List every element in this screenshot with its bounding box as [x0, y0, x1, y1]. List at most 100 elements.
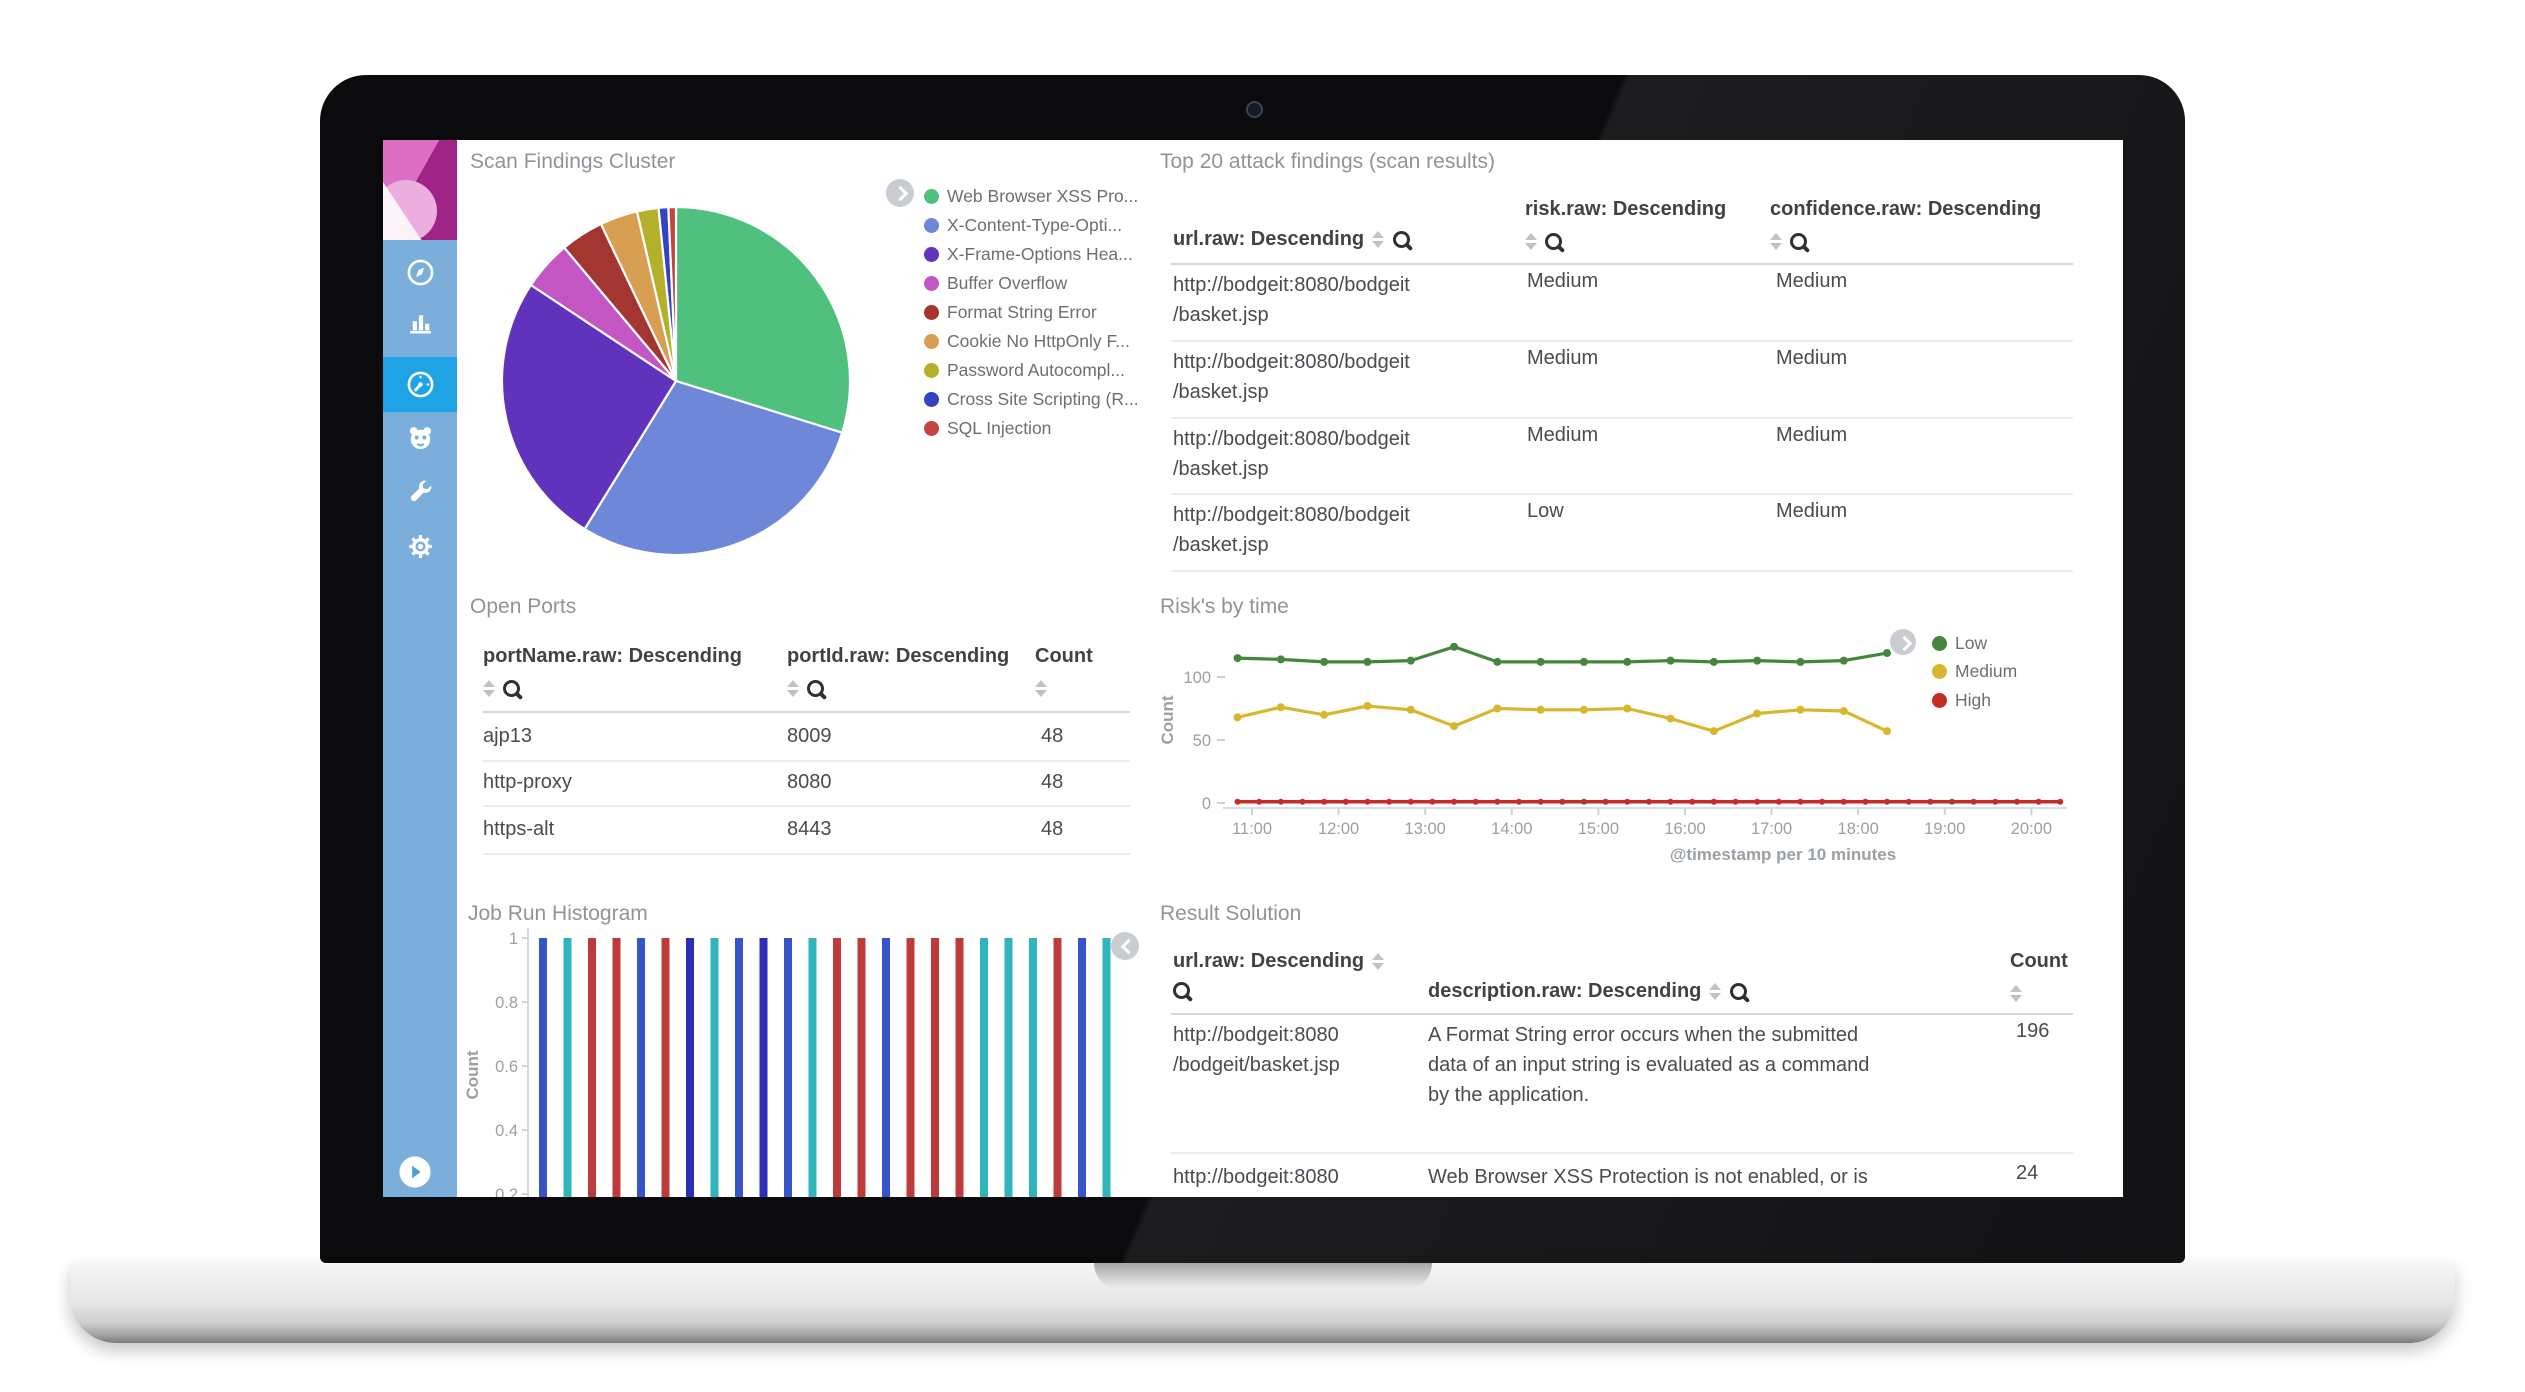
- column-header-portname: portName.raw: Descending: [483, 645, 742, 667]
- table-row: http://bodgeit:8080/bodgeit/basket.jsp: [1173, 1024, 1340, 1076]
- legend-swatch: [924, 334, 939, 349]
- svg-text:50: 50: [1193, 732, 1211, 750]
- sort-icon[interactable]: [2010, 985, 2023, 1002]
- sort-icon[interactable]: [1709, 983, 1722, 1000]
- svg-text:0.2: 0.2: [495, 1186, 518, 1197]
- search-icon[interactable]: [1790, 233, 1807, 250]
- job-run-histogram-chart[interactable]: 1 0.8 0.6 0.4 0.2: [473, 900, 1153, 1197]
- legend-swatch: [924, 421, 939, 436]
- sidebar-item-discover[interactable]: [383, 247, 457, 297]
- y-axis-label: Count: [1158, 695, 1177, 745]
- cell-confidence: Medium: [1776, 270, 1848, 292]
- panel-title-job-run: Job Run Histogram: [468, 902, 648, 925]
- legend-collapse-button[interactable]: [1890, 629, 1916, 655]
- legend-item[interactable]: Password Autocompl...: [924, 356, 1139, 385]
- cell-confidence: Medium: [1776, 500, 1848, 522]
- scan-findings-pie-chart[interactable]: [491, 196, 861, 566]
- cell-description: Web Browser XSS Protection is not enable…: [1428, 1166, 1868, 1188]
- panel-collapse-button[interactable]: [1111, 932, 1139, 960]
- svg-text:19:00: 19:00: [1924, 820, 1965, 838]
- svg-text:13:00: 13:00: [1405, 820, 1446, 838]
- svg-text:0.6: 0.6: [495, 1058, 518, 1076]
- sidebar-collapse-button[interactable]: [398, 1155, 432, 1189]
- search-icon[interactable]: [1545, 233, 1562, 250]
- svg-text:0: 0: [1202, 795, 1211, 813]
- sidebar-item-dashboard[interactable]: [383, 357, 457, 412]
- panel-title-risks-by-time: Risk's by time: [1160, 595, 1289, 618]
- legend-item[interactable]: X-Content-Type-Opti...: [924, 211, 1139, 240]
- cell-count: 48: [1041, 818, 1064, 840]
- sort-icon[interactable]: [1372, 231, 1385, 248]
- sort-icon[interactable]: [1525, 233, 1538, 250]
- legend-item[interactable]: Medium: [1932, 658, 2017, 687]
- cell-count: 24: [2016, 1162, 2039, 1184]
- table-row: http-proxy: [483, 771, 572, 793]
- cell-risk: Medium: [1527, 347, 1599, 369]
- sort-icon[interactable]: [1035, 680, 1048, 697]
- cell-portid: 8080: [787, 771, 832, 793]
- legend-swatch: [924, 189, 939, 204]
- legend-swatch: [924, 305, 939, 320]
- svg-text:11:00: 11:00: [1232, 820, 1272, 838]
- legend-swatch: [1932, 664, 1947, 680]
- sidebar-item-visualize[interactable]: [383, 297, 457, 347]
- legend-swatch: [924, 247, 939, 262]
- svg-text:1: 1: [509, 930, 518, 948]
- sort-icon[interactable]: [787, 680, 800, 697]
- search-icon[interactable]: [807, 680, 824, 697]
- sort-icon[interactable]: [1770, 233, 1783, 250]
- panel-title-scan-findings: Scan Findings Cluster: [470, 150, 676, 173]
- svg-text:12:00: 12:00: [1318, 820, 1359, 838]
- column-header-description: description.raw: Descending: [1428, 980, 1748, 1003]
- cell-description: A Format String error occurs when the su…: [1428, 1024, 1870, 1106]
- table-row: https-alt: [483, 818, 555, 840]
- legend-swatch: [924, 276, 939, 291]
- kibana-logo[interactable]: [383, 140, 457, 240]
- wrench-icon: [410, 480, 431, 501]
- sidebar-item-management[interactable]: [383, 521, 457, 571]
- legend-item[interactable]: Cookie No HttpOnly F...: [924, 327, 1139, 356]
- search-icon[interactable]: [503, 680, 520, 697]
- svg-text:18:00: 18:00: [1838, 820, 1879, 838]
- legend-item[interactable]: Cross Site Scripting (R...: [924, 385, 1139, 414]
- cell-risk: Medium: [1527, 270, 1599, 292]
- legend-item[interactable]: High: [1932, 686, 2017, 715]
- sort-icon[interactable]: [1372, 953, 1385, 970]
- panel-title-result-solution: Result Solution: [1160, 902, 1302, 925]
- cell-portid: 8443: [787, 818, 832, 840]
- legend-item[interactable]: X-Frame-Options Hea...: [924, 240, 1139, 269]
- sidebar-item-timelion[interactable]: [383, 412, 457, 462]
- search-icon[interactable]: [1393, 231, 1411, 248]
- sort-icon[interactable]: [483, 680, 496, 697]
- sidebar: [383, 140, 457, 1197]
- svg-text:0.4: 0.4: [495, 1122, 518, 1140]
- sidebar-item-dev-tools[interactable]: [383, 467, 457, 517]
- table-row: http://bodgeit:8080/bodgeit/basket.jsp: [1173, 504, 1410, 556]
- svg-text:0.8: 0.8: [495, 994, 518, 1012]
- column-header-count: Count: [1035, 645, 1093, 667]
- legend-item[interactable]: Web Browser XSS Pro...: [924, 182, 1139, 211]
- legend-swatch: [924, 218, 939, 233]
- legend-item[interactable]: SQL Injection: [924, 414, 1139, 443]
- legend-item[interactable]: Low: [1932, 629, 2017, 658]
- legend-item[interactable]: Buffer Overflow: [924, 269, 1139, 298]
- cell-count: 48: [1041, 725, 1064, 747]
- legend-swatch: [924, 392, 939, 407]
- svg-text:15:00: 15:00: [1578, 820, 1619, 838]
- risks-by-time-line-chart[interactable]: 11:00 12:00 13:00 14:00 15:00 16:00 17:00 18:00…: [1183, 620, 2083, 870]
- table-row: http://bodgeit:8080/bodgeit/basket.jsp: [1173, 351, 1410, 403]
- laptop-base: [70, 1263, 2455, 1343]
- table-row: http://bodgeit:8080: [1173, 1166, 1339, 1188]
- pie-legend: Web Browser XSS Pro... X-Content-Type-Op…: [924, 182, 1139, 443]
- webcam-dot: [1246, 101, 1263, 118]
- legend-collapse-button[interactable]: [886, 179, 914, 207]
- legend-item[interactable]: Format String Error: [924, 298, 1139, 327]
- search-icon[interactable]: [1730, 983, 1748, 1000]
- search-icon[interactable]: [1173, 982, 1190, 999]
- gauge-icon: [407, 371, 433, 398]
- compass-icon: [407, 259, 433, 285]
- panel-title-open-ports: Open Ports: [470, 595, 577, 618]
- cell-risk: Low: [1527, 500, 1564, 522]
- svg-text:14:00: 14:00: [1491, 820, 1532, 838]
